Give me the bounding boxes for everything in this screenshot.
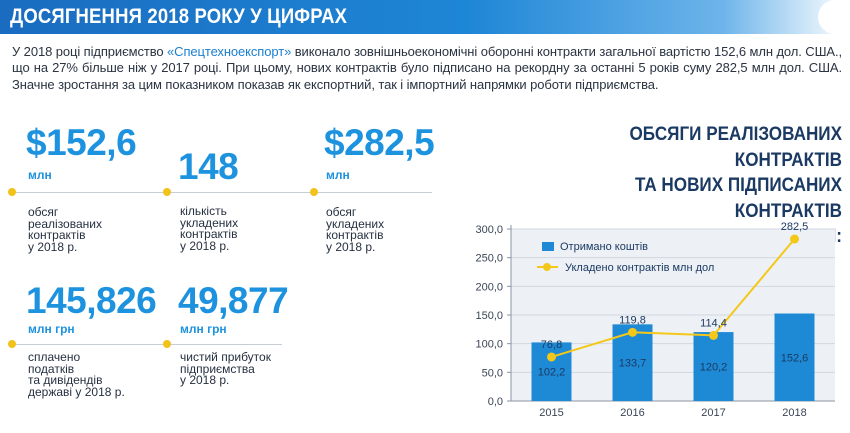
stat-unit-realized: млн [28,168,52,182]
y-tick-label: 300,0 [475,224,503,236]
x-tick-label: 2015 [539,407,563,419]
timeline-row-2 [12,344,282,345]
stat-unit-signed: млн [326,168,350,182]
legend-line-marker [543,263,551,271]
line-point [547,352,556,362]
stat-value-taxes: 145,826 [26,280,157,321]
stat-desc-signed: обсяг укладених контрактів у 2018 р. [326,205,385,254]
bar-value-label: 102,2 [538,367,566,379]
bar-value-label: 120,2 [700,362,728,374]
stat-unit-taxes: млн грн [28,322,75,336]
header-cap [818,0,850,34]
y-tick-label: 50,0 [482,367,503,379]
timeline-dot [310,188,318,196]
x-tick-label: 2016 [620,407,644,419]
line-value-label: 114,4 [700,317,727,329]
header-band: ДОСЯГНЕННЯ 2018 РОКУ У ЦИФРАХ [0,0,850,34]
intro-paragraph: У 2018 році підприємство «Спецтехноекспо… [12,44,842,93]
line-point [790,234,799,244]
intro-text-end: виконало зовнішньоекономічні оборонні ко… [12,44,842,92]
bar [774,313,815,401]
line-point [709,330,718,340]
bar [693,332,734,401]
legend-bar-label: Отримано коштів [560,241,648,253]
line-value-label: 119,8 [619,314,646,326]
stat-desc-contracts-count: кількість укладених контрактів у 2018 р. [180,204,239,253]
line-value-label: 282,5 [781,221,809,233]
timeline-dot [163,188,171,196]
stat-value-contracts-count: 148 [178,146,239,187]
x-tick-label: 2017 [701,407,725,419]
timeline-dot [8,340,16,348]
line-series [551,238,796,358]
stat-unit-profit: млн грн [180,322,227,336]
stat-desc-taxes: сплачено податків та дивідендів державі … [28,350,125,399]
company-name: «Спецтехноекспорт» [167,44,292,59]
timeline-dot [163,340,171,348]
stat-desc-realized: обсяг реалізованих контрактів у 2018 р. [28,205,102,254]
bar-value-label: 152,6 [781,352,809,364]
intro-text-start: У 2018 році підприємство [12,44,168,59]
line-value-label: 76,8 [541,339,562,351]
page-title: ДОСЯГНЕННЯ 2018 РОКУ У ЦИФРАХ [10,5,348,28]
timeline-row-1 [12,192,432,193]
y-tick-label: 250,0 [475,253,503,265]
stat-desc-profit: чистий прибуток підприємства у 2018 р. [180,350,271,387]
stat-value-realized: $152,6 [26,122,137,163]
y-tick-label: 150,0 [475,310,503,322]
x-tick-label: 2018 [782,407,806,419]
y-tick-label: 200,0 [475,281,503,293]
line-point [628,327,637,337]
stat-value-profit: 49,877 [178,280,289,321]
timeline-dot [8,188,16,196]
combo-chart: 0,0 50,0 100,0 150,0 200,0 250,0 300,0 102,2 133… [475,221,835,419]
legend-line-label: Укладено контрактів млн дол [565,262,714,274]
bar-value-label: 133,7 [619,358,647,370]
y-tick-label: 0,0 [488,396,503,408]
y-tick-label: 100,0 [475,339,503,351]
chart-container: 0,0 50,0 100,0 150,0 200,0 250,0 300,0 102,2 133… [455,214,843,433]
legend-bar-swatch [542,242,554,251]
stat-value-signed: $282,5 [324,122,435,163]
